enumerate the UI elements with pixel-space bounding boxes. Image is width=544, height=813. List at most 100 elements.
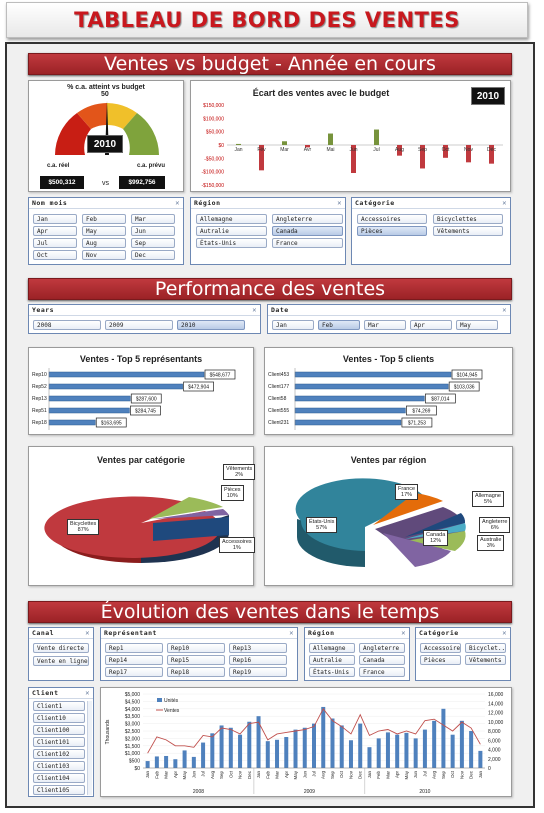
slicer-item[interactable]: Bicyclettes <box>433 214 503 224</box>
slicer-item[interactable]: Jun <box>131 226 175 236</box>
slicer-item[interactable]: Canada <box>359 655 405 665</box>
slicer-item[interactable]: Angleterre <box>359 643 405 653</box>
data-label-box <box>204 369 236 380</box>
slicer-title: Représentant <box>104 629 157 637</box>
real-sales-value: $500,312 <box>40 176 84 189</box>
slicer-item[interactable]: Vente en ligne <box>33 656 89 666</box>
pie-label-canada: Canada 12% <box>423 530 449 546</box>
slicer-channel: Canal ✕ Vente directe Vente en ligne <box>28 627 94 681</box>
left-tick-label: $2,500 <box>125 729 141 735</box>
slicer-item[interactable]: May <box>82 226 126 236</box>
slicer-item[interactable]: Dec <box>131 250 175 260</box>
slicer-item[interactable]: Jan <box>272 320 314 330</box>
clear-filter-icon[interactable]: ✕ <box>502 629 507 637</box>
pie-slice-clothing <box>153 509 229 519</box>
slicer-item[interactable]: Allemagne <box>196 214 267 224</box>
slicer-item[interactable]: Feb <box>318 320 360 330</box>
slicer-item[interactable]: Jul <box>33 238 77 248</box>
slicer-item[interactable]: Rep16 <box>229 655 287 665</box>
slicer-item[interactable]: Mar <box>364 320 406 330</box>
slicer-item[interactable]: Jan <box>33 214 77 224</box>
month-tick-label: Apr <box>395 771 400 779</box>
slicer-item[interactable]: Nov <box>82 250 126 260</box>
clear-filter-icon[interactable]: ✕ <box>289 629 294 637</box>
units-bar <box>275 739 280 768</box>
slicer-item[interactable]: Angleterre <box>272 214 343 224</box>
slicer-item[interactable]: Bicyclet... <box>465 643 506 653</box>
clear-filter-icon[interactable]: ✕ <box>85 689 90 697</box>
units-bar <box>367 747 372 768</box>
gauge-panel: % c.a. atteint vs budget 50 2010 c.a. ré… <box>28 80 184 192</box>
slicer-item[interactable]: Rep15 <box>167 655 225 665</box>
slicer-item[interactable]: États-Unis <box>196 238 267 248</box>
slicer-item[interactable]: Client105 <box>33 785 85 795</box>
units-bar <box>478 750 483 768</box>
slicer-item[interactable]: Apr <box>410 320 452 330</box>
slicer-item[interactable]: Client103 <box>33 761 85 771</box>
slicer-item[interactable]: Allemagne <box>309 643 355 653</box>
slicer-item[interactable]: France <box>272 238 343 248</box>
slicer-item[interactable]: Canada <box>272 226 343 236</box>
slicer-item[interactable]: Vêtements <box>465 655 506 665</box>
pie-slice-accessories <box>153 517 229 541</box>
scrollbar[interactable] <box>87 701 92 795</box>
slicer-item[interactable]: Mar <box>131 214 175 224</box>
month-tick-label: Jan <box>367 771 372 779</box>
pie-label-australia: Australie 3% <box>477 535 505 551</box>
right-tick-label: 12,000 <box>488 711 504 717</box>
category-pie-panel: Ventes par catégorie Vêtements 2% Pièces 1… <box>28 446 256 586</box>
slicer-item[interactable]: États-Unis <box>309 667 355 677</box>
top-clients-title: Ventes - Top 5 clients <box>342 354 435 364</box>
pie-slice-bicycles <box>44 496 221 558</box>
slicer-item[interactable]: Rep18 <box>167 667 225 677</box>
top-reps-chart: Rep10 $548,677 Rep52 $472,904 Rep13 $287,600 R… <box>32 368 236 430</box>
slicer-item[interactable]: Apr <box>33 226 77 236</box>
slicer-header: Région ✕ <box>191 198 345 209</box>
slicer-item[interactable]: Rep13 <box>229 643 287 653</box>
slicer-item[interactable]: Oct <box>33 250 77 260</box>
slicer-item[interactable]: Rep1 <box>105 643 163 653</box>
slicer-item[interactable]: Vente directe <box>33 643 89 653</box>
slicer-item[interactable]: Rep10 <box>167 643 225 653</box>
slicer-item[interactable]: 2009 <box>105 320 173 330</box>
clear-filter-icon[interactable]: ✕ <box>252 306 257 314</box>
data-label-box <box>451 369 483 380</box>
slicer-item[interactable]: Sep <box>131 238 175 248</box>
slicer-item[interactable]: 2010 <box>177 320 245 330</box>
label-pct: 6% <box>490 525 499 531</box>
bar <box>294 383 449 390</box>
slicer-item[interactable]: Client102 <box>33 749 85 759</box>
slicer-item[interactable]: Client10 <box>33 713 85 723</box>
slicer-item[interactable]: Vêtements <box>433 226 503 236</box>
clear-filter-icon[interactable]: ✕ <box>502 306 507 314</box>
slicer-item[interactable]: Rep19 <box>229 667 287 677</box>
slicer-item[interactable]: Accessoires <box>357 214 427 224</box>
clear-filter-icon[interactable]: ✕ <box>337 199 342 207</box>
slicer-item[interactable]: Rep14 <box>105 655 163 665</box>
bar <box>48 407 130 414</box>
slicer-item[interactable]: Accessoires <box>420 643 461 653</box>
right-tick-label: 4,000 <box>488 748 501 754</box>
slicer-item[interactable]: Client100 <box>33 725 85 735</box>
y-tick-label: -$100,000 <box>201 170 224 176</box>
bar <box>294 419 402 426</box>
slicer-item[interactable]: Autralie <box>196 226 267 236</box>
slicer-item[interactable]: Pièces <box>420 655 461 665</box>
slicer-item[interactable]: Client1 <box>33 701 85 711</box>
slicer-item[interactable]: Aug <box>82 238 126 248</box>
slicer-item[interactable]: Pièces <box>357 226 427 236</box>
slicer-item[interactable]: Feb <box>82 214 126 224</box>
slicer-item[interactable]: France <box>359 667 405 677</box>
slicer-item[interactable]: Client104 <box>33 773 85 783</box>
clear-filter-icon[interactable]: ✕ <box>502 199 507 207</box>
clear-filter-icon[interactable]: ✕ <box>401 629 406 637</box>
slicer-item[interactable]: 2008 <box>33 320 101 330</box>
slicer-title: Nom mois <box>32 199 68 207</box>
clear-filter-icon[interactable]: ✕ <box>85 629 90 637</box>
clear-filter-icon[interactable]: ✕ <box>175 199 180 207</box>
slicer-item[interactable]: Autralie <box>309 655 355 665</box>
slicer-item[interactable]: May <box>456 320 498 330</box>
data-label-box <box>448 381 480 392</box>
slicer-item[interactable]: Rep17 <box>105 667 163 677</box>
slicer-item[interactable]: Client101 <box>33 737 85 747</box>
